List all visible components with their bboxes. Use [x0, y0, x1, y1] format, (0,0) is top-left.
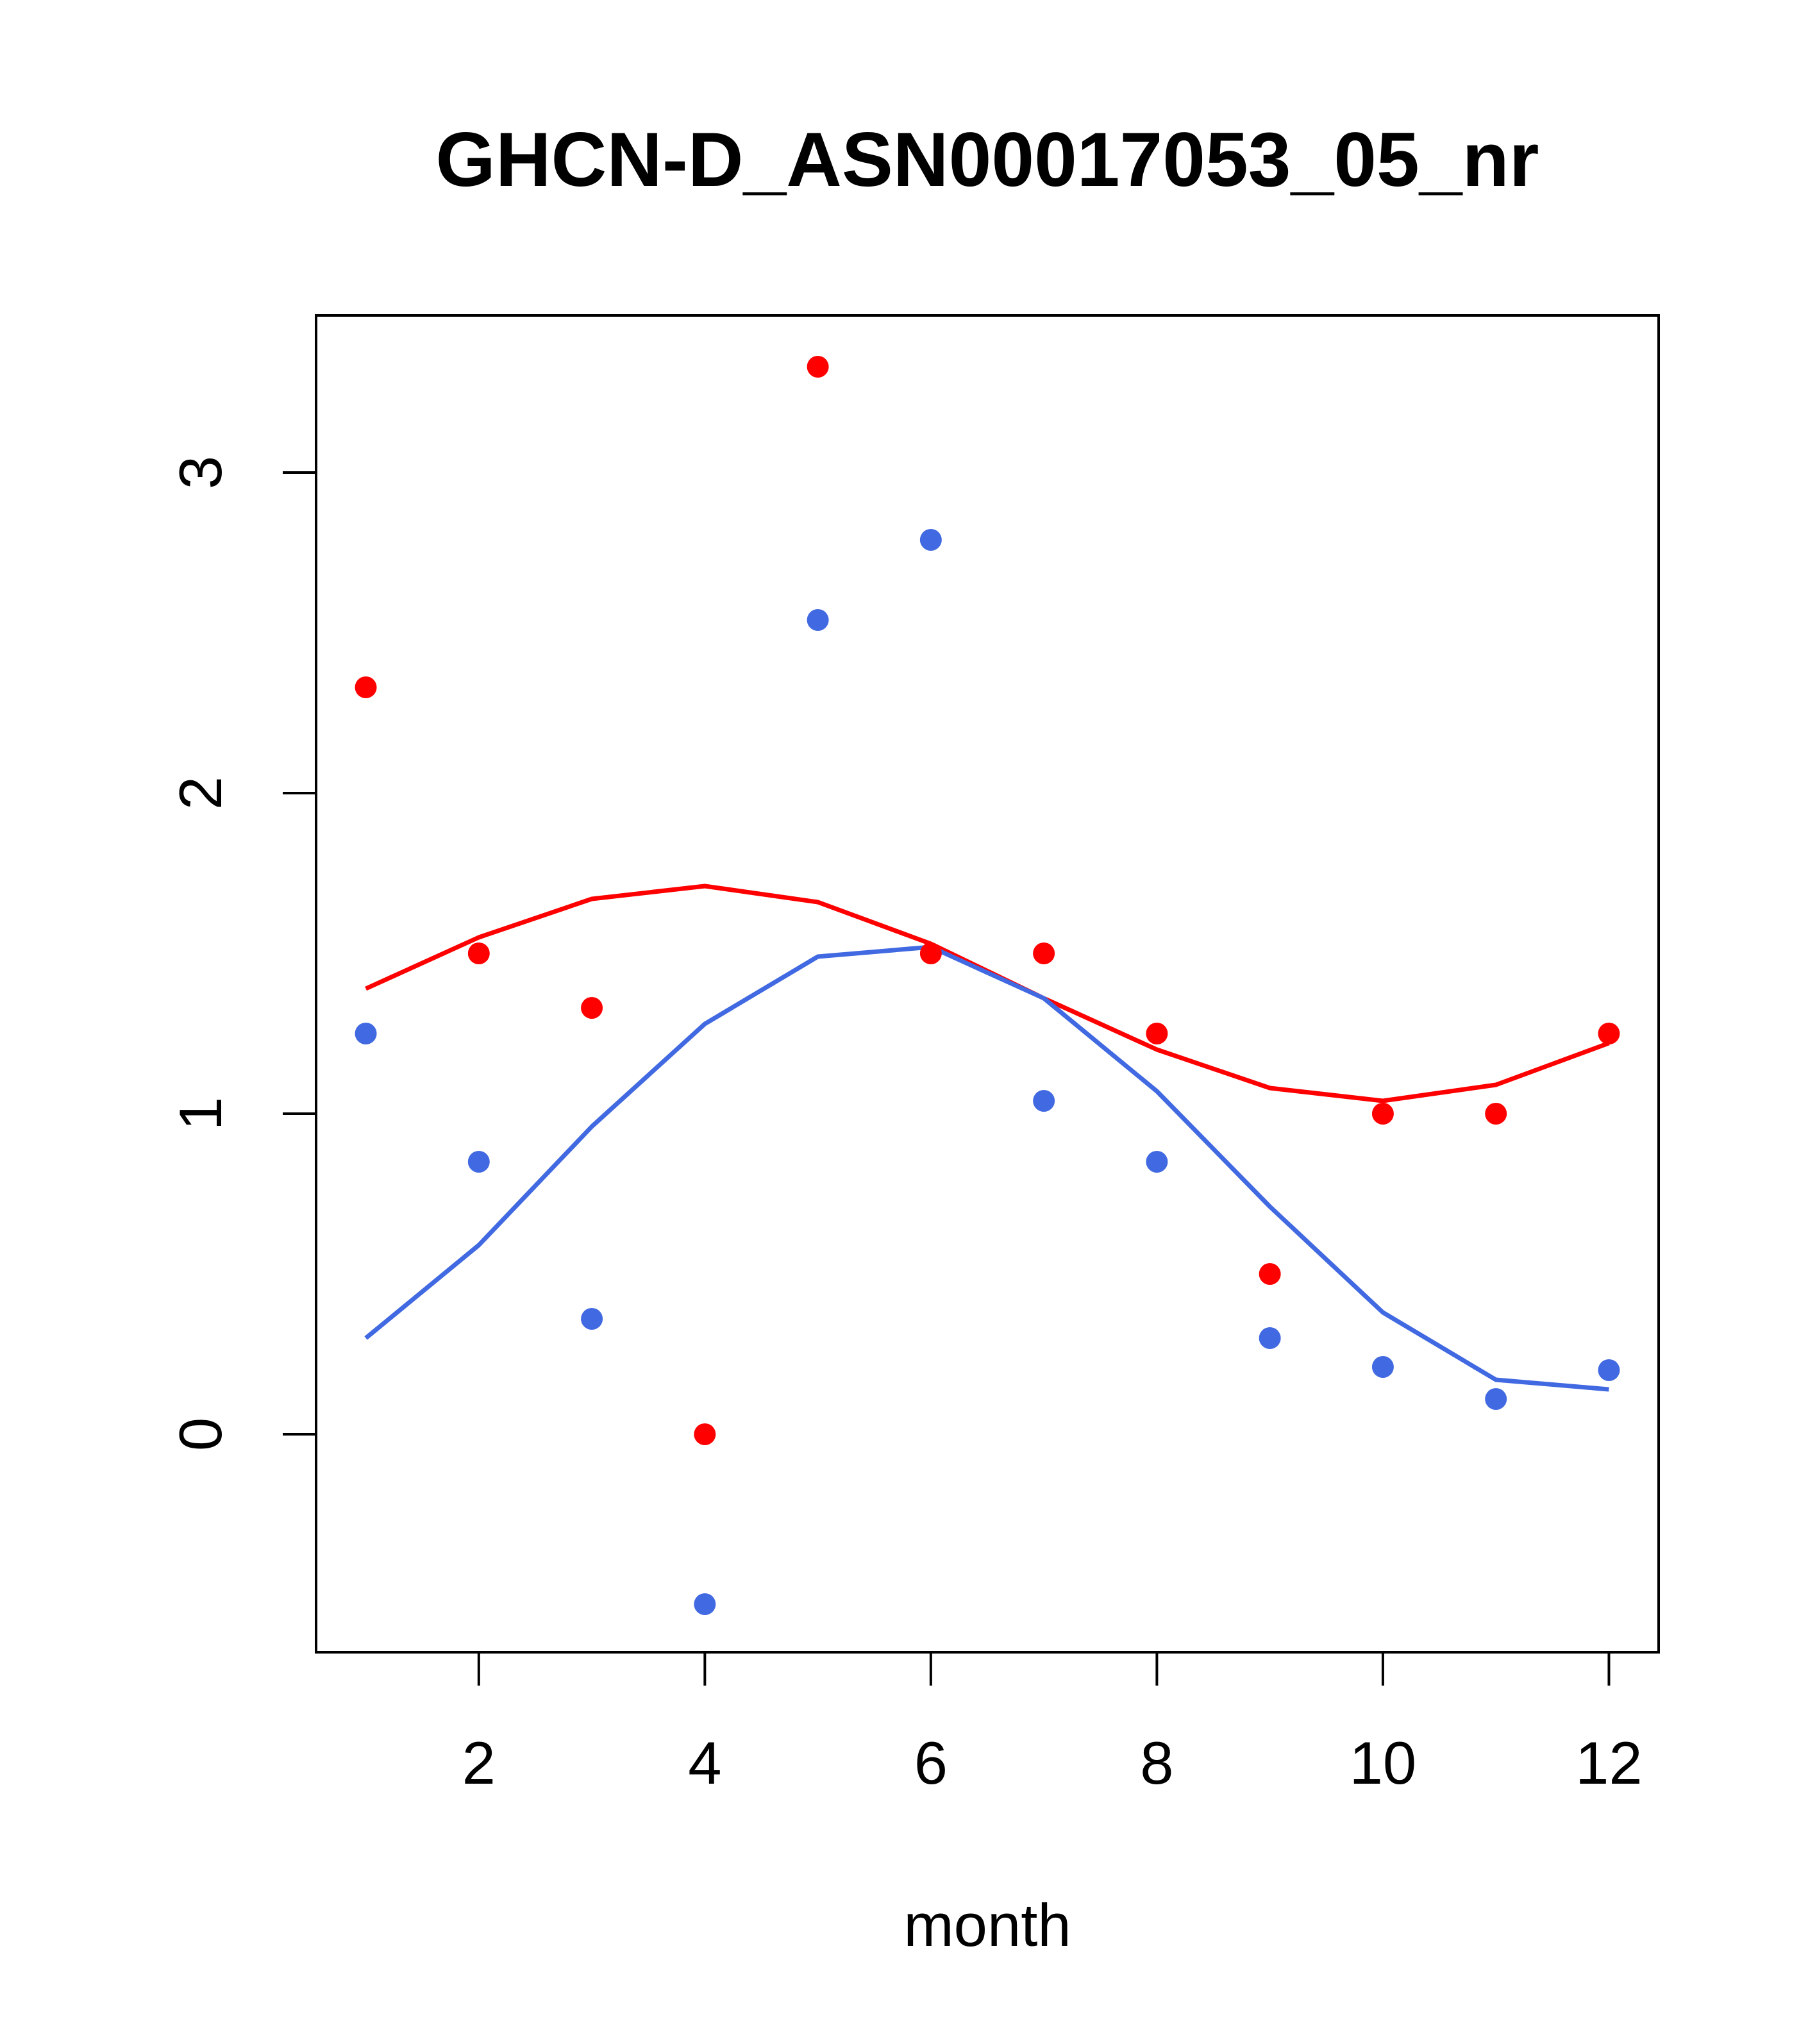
- y-axis: 0 1 2 3: [167, 456, 317, 1451]
- y-tick-label: 3: [167, 456, 234, 489]
- series-1-point: [581, 997, 603, 1019]
- x-axis: 2 4 6 8 10 12: [462, 1651, 1643, 1797]
- series-1-point: [1371, 1103, 1394, 1125]
- chart-title: GHCN-D_ASN00017053_05_nr: [436, 117, 1539, 203]
- y-tick-label: 0: [167, 1418, 234, 1451]
- series-1-point: [1259, 1263, 1281, 1285]
- y-tick-label: 1: [167, 1097, 234, 1130]
- series-2-point: [1146, 1151, 1168, 1173]
- series-1-point: [919, 942, 942, 964]
- series-2-fit-line: [364, 944, 1609, 1392]
- series-1-point: [1033, 942, 1055, 964]
- series-2-point: [1485, 1388, 1507, 1410]
- plot-frame: [315, 314, 1660, 1654]
- x-tick-label: 12: [1575, 1729, 1643, 1797]
- series-2-point: [355, 1023, 377, 1044]
- series-2-point: [467, 1151, 490, 1173]
- x-tick-label: 10: [1350, 1729, 1417, 1797]
- series-1-point: [1485, 1103, 1507, 1125]
- series-2-point: [919, 529, 942, 551]
- series-2-point: [807, 609, 829, 631]
- y-tick-label: 2: [167, 776, 234, 810]
- series-1-point: [467, 942, 490, 964]
- x-tick-label: 8: [1140, 1729, 1173, 1797]
- series-2-point: [1598, 1359, 1620, 1381]
- fit-lines: [364, 884, 1610, 1392]
- data-points: [355, 356, 1620, 1615]
- series-2-point: [1371, 1356, 1394, 1378]
- series-2-point: [1033, 1090, 1055, 1112]
- x-tick-label: 2: [462, 1729, 496, 1797]
- series-1-point: [1146, 1023, 1168, 1044]
- series-2-point: [694, 1593, 716, 1615]
- x-tick-label: 6: [914, 1729, 948, 1797]
- series-1-point: [807, 356, 829, 378]
- series-1-fit-line: [365, 884, 1610, 1103]
- x-tick-label: 4: [688, 1729, 721, 1797]
- x-axis-label: month: [903, 1891, 1071, 1959]
- series-2-point: [581, 1308, 603, 1330]
- series-1-point: [694, 1423, 716, 1445]
- series-2-point: [1259, 1327, 1281, 1349]
- series-1-point: [1598, 1023, 1620, 1044]
- series-1-point: [355, 676, 377, 698]
